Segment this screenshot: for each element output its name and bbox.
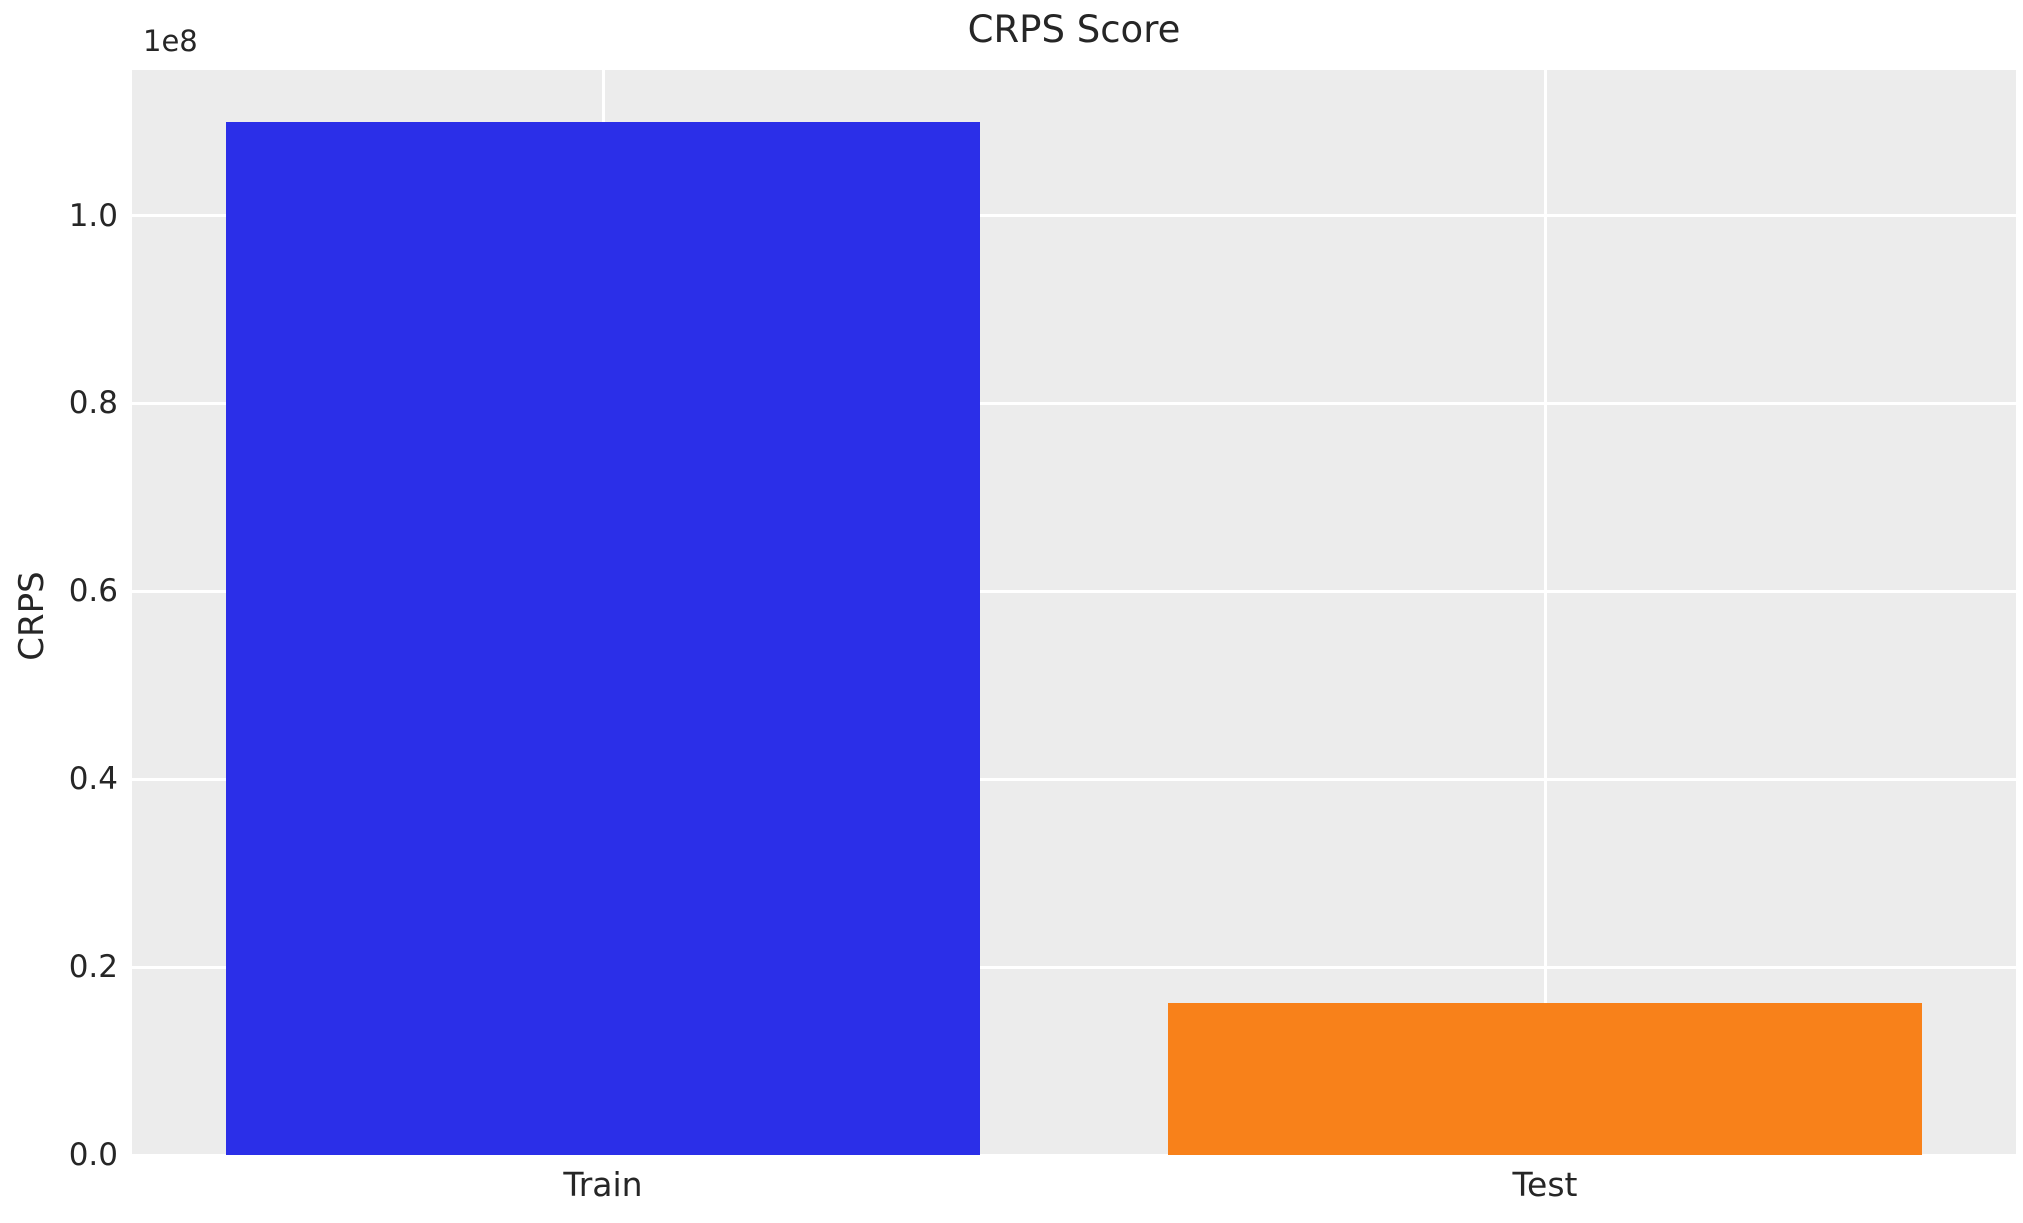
y-tick-label-1.0: 1.0 xyxy=(68,197,118,234)
y-gridline-0.8 xyxy=(132,401,2016,405)
chart-title: CRPS Score xyxy=(967,8,1181,51)
y-gridline-0.0 xyxy=(132,1153,2016,1157)
y-gridline-0.2 xyxy=(132,965,2016,969)
y-axis-offset-text: 1e8 xyxy=(143,24,198,58)
plot-area xyxy=(132,70,2016,1157)
x-gridline-test xyxy=(1543,70,1547,1155)
x-tick-label-train: Train xyxy=(563,1165,643,1204)
y-tick-label-0.4: 0.4 xyxy=(68,761,118,798)
y-tick-label-0.2: 0.2 xyxy=(68,949,118,986)
y-tick-label-0.8: 0.8 xyxy=(68,385,118,422)
y-tick-label-0.0: 0.0 xyxy=(68,1137,118,1173)
y-gridline-1.0 xyxy=(132,214,2016,218)
y-gridline-0.4 xyxy=(132,777,2016,781)
x-tick-label-test: Test xyxy=(1512,1165,1578,1204)
bar-train xyxy=(226,121,980,1155)
y-tick-label-0.6: 0.6 xyxy=(68,573,118,610)
y-gridline-0.6 xyxy=(132,589,2016,593)
y-axis-label: CRPS xyxy=(12,571,52,661)
bar-test xyxy=(1168,1002,1922,1155)
